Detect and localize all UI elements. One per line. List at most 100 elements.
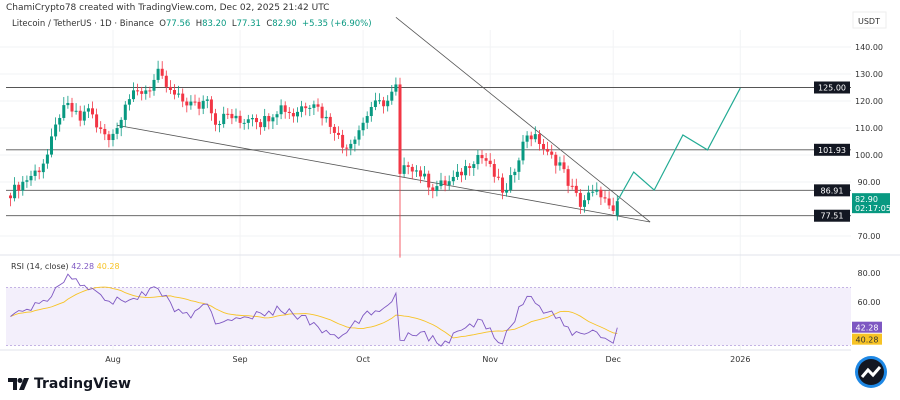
candle-body <box>328 116 332 127</box>
price-tick: 130.00 <box>855 70 883 79</box>
candle-body <box>488 160 492 165</box>
rsi-tick: 60.00 <box>858 298 881 307</box>
candle-body <box>283 105 287 112</box>
candle-body <box>369 107 373 117</box>
candle-body <box>205 99 209 101</box>
chart-credit: ChamiCrypto78 created with TradingView.c… <box>6 3 330 13</box>
candle-body <box>447 181 451 186</box>
candle-body <box>492 164 496 177</box>
level-tag <box>814 209 850 222</box>
time-tick: 2026 <box>730 355 750 364</box>
candle-body <box>615 201 619 216</box>
candle-body <box>132 90 135 100</box>
candle-body <box>455 171 459 177</box>
candle-body <box>472 164 476 168</box>
candle-body <box>201 100 205 109</box>
candle-body <box>160 68 164 76</box>
rsi-value-tag-label: 42.28 <box>856 324 879 333</box>
candle-body <box>156 68 160 80</box>
rsi-ma-tag <box>852 333 882 345</box>
candle-body <box>74 110 78 112</box>
time-tick: Dec <box>605 355 620 364</box>
candle-body <box>316 104 320 107</box>
candle-body <box>107 134 111 141</box>
candle-body <box>246 119 250 123</box>
candle-body <box>238 115 242 123</box>
candle-body <box>382 100 386 107</box>
candle-body <box>127 99 131 105</box>
candle-body <box>533 134 537 140</box>
candle-body <box>378 100 381 102</box>
candle-body <box>406 165 410 167</box>
candle-body <box>263 116 267 128</box>
price-tick: 110.00 <box>855 124 883 133</box>
candle-body <box>496 176 500 178</box>
time-tick: Sep <box>233 355 248 364</box>
candle-body <box>353 139 357 144</box>
candle-body <box>115 128 119 134</box>
candle-body <box>365 116 369 123</box>
candle-body <box>144 90 148 94</box>
level-tag <box>814 81 850 94</box>
tradingview-logo: TradingView <box>8 376 131 392</box>
candle-body <box>214 113 217 125</box>
candle-body <box>78 110 82 121</box>
candle-body <box>50 136 53 155</box>
candle-body <box>505 189 509 193</box>
level-tag-label: 86.91 <box>821 186 844 195</box>
symbol-name[interactable]: Litecoin / TetherUS · 1D · Binance <box>12 19 154 29</box>
candle-body <box>521 141 525 161</box>
price-tick: 90.00 <box>858 178 881 187</box>
candle-body <box>181 93 185 102</box>
candle-body <box>451 176 455 182</box>
candle-body <box>591 191 595 193</box>
candle-body <box>357 130 361 140</box>
candle-body <box>287 111 291 114</box>
candle-body <box>373 100 377 108</box>
candle-body <box>255 118 258 123</box>
candle-body <box>464 166 468 176</box>
candle-body <box>37 170 41 173</box>
candle-body <box>484 158 488 161</box>
candle-body <box>136 90 140 92</box>
candle-body <box>250 118 254 120</box>
time-tick: Aug <box>105 355 121 364</box>
candle-body <box>361 122 365 131</box>
candle-body <box>583 200 586 207</box>
candle-body <box>86 108 90 112</box>
candle-body <box>29 175 33 181</box>
candle-body <box>103 128 107 135</box>
candle-body <box>427 173 431 188</box>
candle-body <box>189 101 193 106</box>
candle-body <box>168 86 172 91</box>
currency-label-box <box>852 11 887 29</box>
last-price-label: 82.90 <box>855 195 878 204</box>
candle-body <box>603 197 607 199</box>
candle-body <box>173 90 176 95</box>
candle-body <box>234 115 238 119</box>
candle-body <box>9 195 12 199</box>
candle-body <box>537 134 541 144</box>
price-tick: 140.00 <box>855 43 883 52</box>
candle-body <box>419 170 422 177</box>
rsi-tick: 80.00 <box>858 269 881 278</box>
candle-body <box>197 101 201 109</box>
candle-body <box>509 175 513 190</box>
last-price-tag <box>852 193 890 214</box>
candle-body <box>480 155 484 159</box>
candle-body <box>164 75 168 87</box>
chart-action-icon[interactable] <box>855 356 887 388</box>
candle-body <box>193 101 197 103</box>
trendline <box>395 16 651 223</box>
countdown-label: 02:17:05 <box>855 204 891 213</box>
candle-body <box>390 91 394 101</box>
candle-body <box>308 107 312 109</box>
candle-body <box>271 117 275 122</box>
candle-body <box>587 192 591 201</box>
candle-body <box>566 169 570 186</box>
candle-body <box>45 154 49 164</box>
candle-body <box>70 102 74 112</box>
candle-body <box>410 166 414 172</box>
candle-body <box>209 99 213 114</box>
